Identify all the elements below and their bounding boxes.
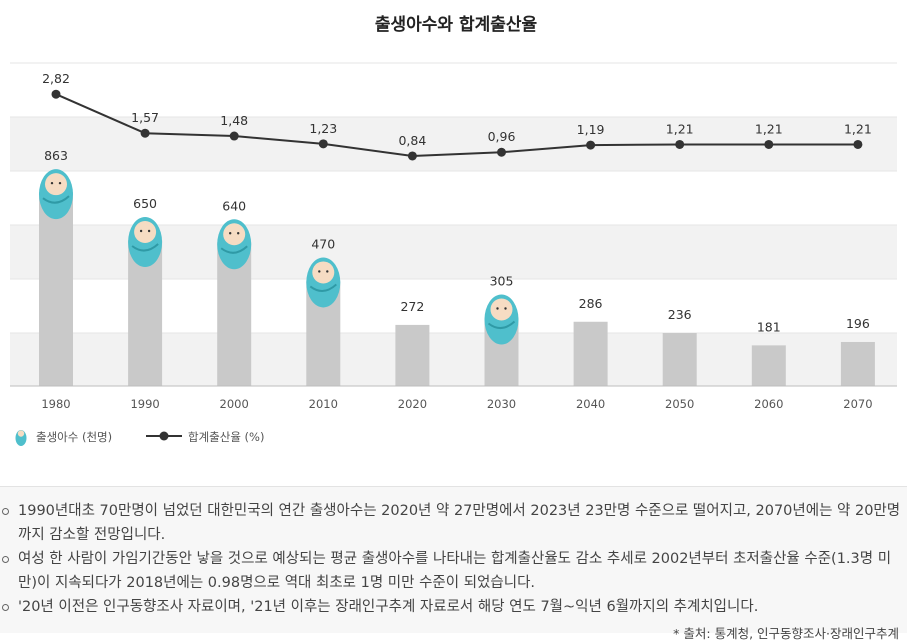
legend-baby-icon <box>15 430 27 446</box>
line-point-2000 <box>229 131 239 141</box>
x-tick-label: 1990 <box>130 397 159 411</box>
bar-value-label: 470 <box>311 236 335 251</box>
note-text: 여성 한 사람이 가임기간동안 낳을 것으로 예상되는 평균 출생아수를 나타내… <box>18 551 892 591</box>
line-point-2030 <box>497 147 506 157</box>
bar-2040 <box>573 321 608 386</box>
x-axis-ticks: 1980 1990 2000 2010 2020 2030 2040 2050 2060 2070 <box>41 397 872 411</box>
baby-icon <box>39 169 73 220</box>
line-value-label: 0,84 <box>398 133 426 148</box>
line-point-1980 <box>51 89 61 99</box>
bar-series: 863 650 640 470 272 305 286 236 181 196 <box>39 148 875 386</box>
baby-icon <box>306 257 341 308</box>
line-point-2050 <box>675 139 685 149</box>
bar-2060 <box>751 345 786 386</box>
line-point-2060 <box>764 139 774 149</box>
bar-value-label: 305 <box>490 273 514 288</box>
line-point-2040 <box>586 140 596 150</box>
line-value-label: 0,96 <box>488 129 516 144</box>
x-tick-label: 1980 <box>41 397 70 411</box>
bar-value-label: 236 <box>668 307 692 322</box>
chart-title: 출생아수와 합계출산율 <box>375 14 538 35</box>
baby-icon <box>484 294 519 345</box>
bar-value-label: 196 <box>846 316 870 331</box>
bar-2020 <box>395 324 430 386</box>
line-value-label: 1,21 <box>755 121 783 136</box>
baby-icon <box>128 217 163 268</box>
line-value-label: 1,21 <box>666 121 694 136</box>
bar-1980 <box>39 192 73 386</box>
x-tick-label: 2000 <box>220 397 249 411</box>
bar-2070 <box>840 341 875 386</box>
bar-2050 <box>662 332 697 386</box>
bullet-icon <box>2 556 9 563</box>
fertility-line <box>55 93 858 157</box>
line-value-label: 1,23 <box>309 121 337 136</box>
line-value-label: 1,21 <box>844 121 872 136</box>
line-point-1990 <box>140 128 150 138</box>
line-value-label: 2,82 <box>42 71 70 86</box>
legend-label-births: 출생아수 (천명) <box>36 430 112 444</box>
x-tick-label: 2060 <box>754 397 783 411</box>
bar-value-label: 181 <box>757 319 781 334</box>
line-point-2070 <box>853 139 863 149</box>
note-text: '20년 이전은 인구동향조사 자료이며, '21년 이후는 장래인구추계 자료… <box>18 599 759 615</box>
baby-icon <box>217 219 252 270</box>
bar-value-label: 272 <box>400 299 424 314</box>
bar-value-label: 650 <box>133 196 157 211</box>
bar-value-label: 863 <box>44 148 68 163</box>
line-value-label: 1,19 <box>577 122 605 137</box>
bar-value-label: 640 <box>222 198 246 213</box>
x-tick-label: 2020 <box>398 397 427 411</box>
legend-dot-marker <box>159 431 169 441</box>
bar-value-label: 286 <box>579 296 603 311</box>
note-item: 여성 한 사람이 가임기간동안 낳을 것으로 예상되는 평균 출생아수를 나타내… <box>0 547 907 595</box>
x-tick-label: 2070 <box>843 397 872 411</box>
x-tick-label: 2040 <box>576 397 605 411</box>
x-tick-label: 2030 <box>487 397 516 411</box>
bullet-icon <box>2 508 9 515</box>
note-item: '20년 이전은 인구동향조사 자료이며, '21년 이후는 장래인구추계 자료… <box>0 595 907 619</box>
x-tick-label: 2050 <box>665 397 694 411</box>
note-text: 1990년대초 70만명이 넘었던 대한민국의 연간 출생아수는 2020년 약… <box>18 503 901 543</box>
line-point-2020 <box>407 151 417 161</box>
legend-label-fertility: 합계출산율 (%) <box>188 430 264 444</box>
note-item: 1990년대초 70만명이 넘었던 대한민국의 연간 출생아수는 2020년 약… <box>0 499 907 547</box>
line-value-label: 1,48 <box>220 113 248 128</box>
x-tick-label: 2010 <box>309 397 338 411</box>
legend: 출생아수 (천명) 합계출산율 (%) <box>15 430 264 446</box>
line-series: 2,82 1,57 1,48 1,23 0,84 0,96 1,19 1,21 1,21 1,21 <box>42 71 872 161</box>
notes-panel: 1990년대초 70만명이 넘었던 대한민국의 연간 출생아수는 2020년 약… <box>0 486 907 633</box>
line-point-2010 <box>318 139 328 149</box>
bullet-icon <box>2 604 9 611</box>
line-value-label: 1,57 <box>131 110 159 125</box>
chart: 출생아수와 합계출산율 863 650 640 470 272 305 286 236 181 1… <box>10 14 897 446</box>
